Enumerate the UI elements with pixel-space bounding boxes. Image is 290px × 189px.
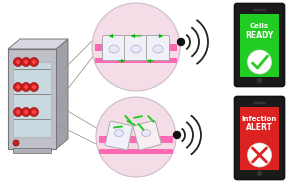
Circle shape — [21, 57, 30, 67]
Circle shape — [32, 60, 36, 64]
Circle shape — [16, 85, 20, 89]
Ellipse shape — [153, 45, 163, 53]
FancyBboxPatch shape — [105, 121, 133, 150]
Circle shape — [247, 50, 271, 74]
Ellipse shape — [115, 129, 124, 136]
FancyBboxPatch shape — [133, 120, 161, 150]
Circle shape — [14, 108, 23, 116]
Circle shape — [13, 140, 19, 146]
FancyBboxPatch shape — [240, 107, 279, 170]
Circle shape — [16, 110, 20, 114]
FancyBboxPatch shape — [240, 14, 279, 77]
Ellipse shape — [131, 45, 141, 53]
Circle shape — [30, 108, 39, 116]
FancyBboxPatch shape — [146, 36, 169, 60]
FancyBboxPatch shape — [253, 102, 266, 104]
Ellipse shape — [142, 129, 151, 136]
FancyBboxPatch shape — [99, 149, 173, 154]
Polygon shape — [8, 39, 68, 49]
Circle shape — [24, 110, 28, 114]
Circle shape — [30, 83, 39, 91]
FancyBboxPatch shape — [235, 4, 284, 87]
Circle shape — [96, 97, 176, 177]
Circle shape — [30, 57, 39, 67]
Circle shape — [92, 3, 180, 91]
Text: Infection: Infection — [242, 116, 277, 122]
FancyBboxPatch shape — [253, 9, 266, 11]
FancyBboxPatch shape — [95, 58, 177, 63]
Circle shape — [14, 57, 23, 67]
Circle shape — [177, 39, 184, 46]
Text: Cells: Cells — [250, 23, 269, 29]
Circle shape — [21, 108, 30, 116]
FancyBboxPatch shape — [99, 136, 173, 143]
Circle shape — [173, 132, 180, 139]
Circle shape — [14, 83, 23, 91]
Text: READY: READY — [245, 30, 274, 40]
Circle shape — [21, 83, 30, 91]
Circle shape — [32, 110, 36, 114]
FancyBboxPatch shape — [235, 97, 284, 180]
FancyBboxPatch shape — [124, 36, 148, 60]
Circle shape — [32, 85, 36, 89]
Circle shape — [257, 171, 262, 176]
Circle shape — [24, 85, 28, 89]
Text: ALERT: ALERT — [246, 123, 273, 132]
Circle shape — [16, 60, 20, 64]
Ellipse shape — [109, 45, 119, 53]
FancyBboxPatch shape — [13, 62, 51, 137]
Circle shape — [247, 143, 271, 167]
Circle shape — [257, 78, 262, 83]
FancyBboxPatch shape — [102, 36, 126, 60]
Circle shape — [24, 60, 28, 64]
FancyBboxPatch shape — [95, 44, 177, 51]
FancyBboxPatch shape — [13, 148, 51, 153]
Polygon shape — [56, 39, 68, 149]
FancyBboxPatch shape — [8, 49, 56, 149]
